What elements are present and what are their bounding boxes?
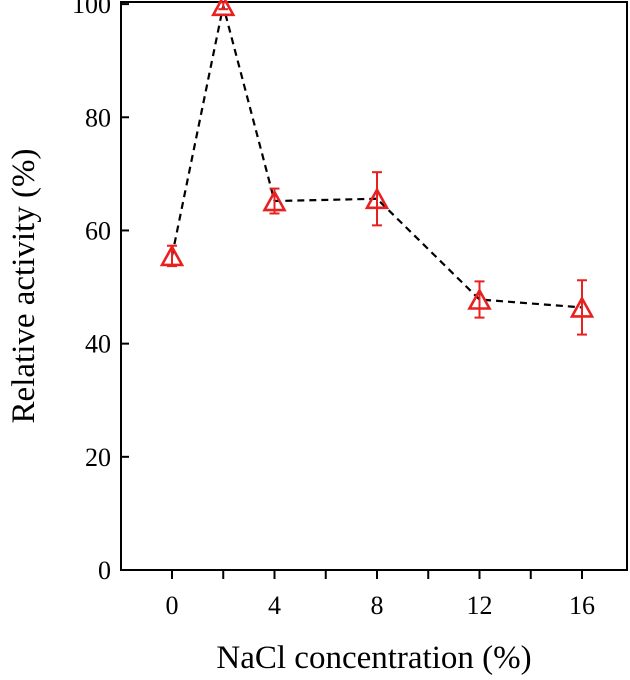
data-point-4 [262, 187, 287, 215]
data-point-2 [211, 0, 236, 17]
data-point-16 [569, 279, 595, 336]
x-tick-label-12: 12 [467, 591, 493, 620]
y-tick-label-60: 60 [85, 216, 111, 245]
triangle-marker-0 [159, 244, 185, 267]
y-tick-label-100: 100 [72, 0, 111, 19]
triangle-marker-4 [262, 189, 287, 212]
data-point-0 [159, 244, 185, 268]
triangle-marker-16 [569, 295, 595, 318]
y-tick-label-40: 40 [85, 330, 111, 359]
x-tick-label-4: 4 [268, 591, 281, 620]
y-tick-label-80: 80 [85, 103, 111, 132]
data-point-8 [364, 171, 390, 227]
x-tick-label-0: 0 [166, 591, 179, 620]
triangle-marker-12 [467, 287, 492, 310]
x-axis: 0 4 8 12 16 [166, 570, 595, 620]
series-layer [159, 0, 595, 336]
y-axis: 0 20 40 60 80 100 [72, 0, 129, 585]
y-tick-label-0: 0 [98, 556, 111, 585]
x-tick-label-8: 8 [371, 591, 384, 620]
plot-frame [120, 1, 628, 571]
plot-area-border [120, 1, 628, 571]
series-0-line [170, 5, 583, 309]
x-axis-title: NaCl concentration (%) [216, 640, 531, 676]
x-tick-label-16: 16 [569, 591, 595, 620]
y-tick-label-20: 20 [85, 443, 111, 472]
y-axis-title: Relative activity (%) [6, 149, 42, 424]
triangle-marker-2 [211, 0, 236, 17]
data-point-12 [467, 280, 492, 319]
triangle-marker-8 [364, 187, 390, 210]
